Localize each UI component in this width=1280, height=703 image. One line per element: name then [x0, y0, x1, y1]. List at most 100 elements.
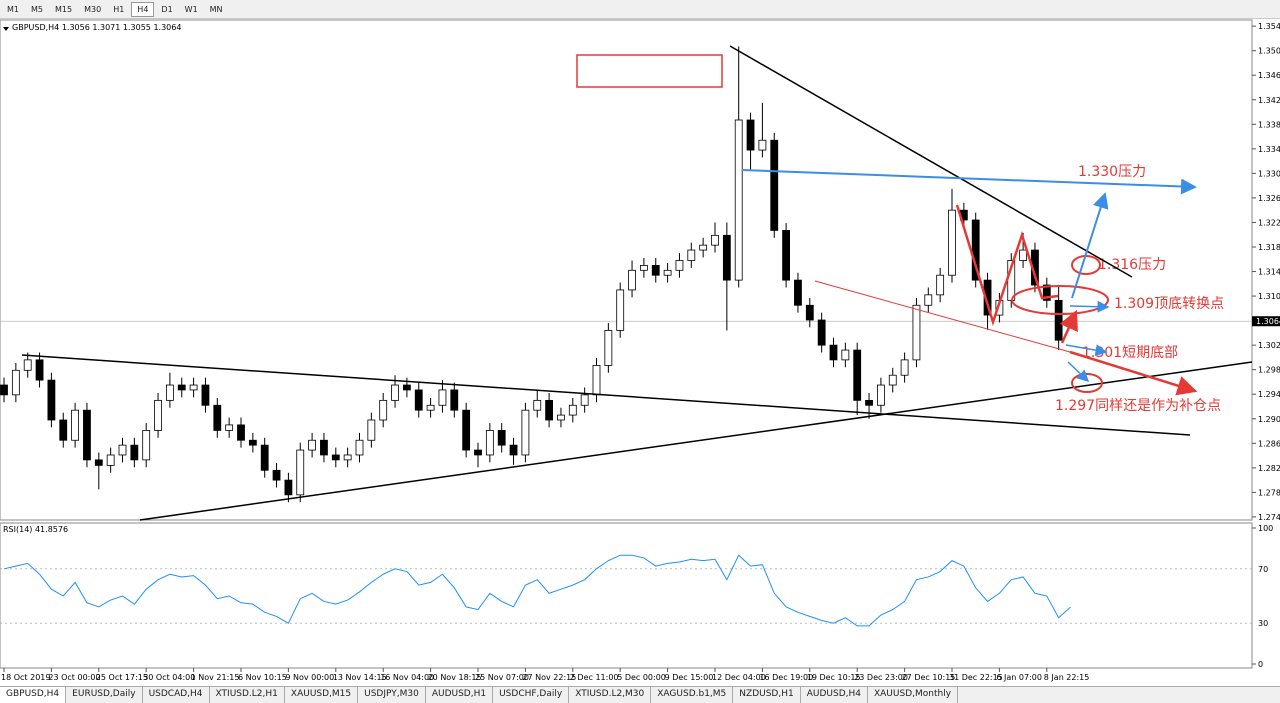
timeframe-button[interactable]: MN [209, 4, 223, 14]
annotation: 1.309顶底转换点 [1114, 295, 1224, 312]
x-tick-label: 23 Oct 00:00 [48, 673, 100, 682]
timeframe-button[interactable]: M5 [31, 4, 43, 14]
y-tick-label: 1.3305 [1258, 169, 1280, 178]
chart-tab[interactable]: XAUUSD,M15 [285, 687, 359, 703]
candle-body [142, 430, 151, 461]
candle-body [628, 269, 636, 291]
annotation: 1.297同样还是作为补仓点 [1055, 398, 1221, 414]
y-tick-label: 1.3225 [1258, 218, 1280, 227]
candle-body [94, 459, 103, 466]
candle-body [497, 430, 506, 446]
timeframe-button[interactable]: M30 [84, 4, 102, 14]
timeframe-button[interactable]: D1 [161, 4, 173, 14]
y-tick-label: 1.2865 [1258, 439, 1280, 448]
candle-body [971, 219, 980, 281]
candle-body [853, 349, 862, 401]
chart-tab[interactable]: XTIUSD.L2,M30 [569, 687, 652, 703]
candle-body [272, 469, 281, 481]
x-tick-label: 23 Dec 23:00 [854, 673, 908, 682]
y-tick-label: 1.3025 [1258, 341, 1280, 350]
timeframe-button[interactable]: H4 [131, 1, 155, 17]
x-tick-label: 30 Oct 04:00 [143, 673, 195, 682]
x-tick-label: 6 Nov 10:15 [238, 673, 287, 682]
trendline [729, 45, 1133, 278]
candle-body [391, 384, 399, 401]
candle-body [260, 444, 269, 471]
candle-body [936, 274, 945, 296]
candle-body [154, 399, 162, 431]
candle-body [225, 424, 234, 431]
timeframe-button[interactable]: M15 [55, 4, 73, 14]
y-tick-label: 1.3505 [1258, 47, 1280, 56]
candle-body [722, 234, 731, 281]
candle-body [379, 399, 388, 421]
ohlc-value: 1.3056 [62, 23, 90, 32]
candle-body [509, 444, 518, 456]
chart-tab[interactable]: GBPUSD,H4 [0, 687, 67, 703]
candle-body [604, 330, 613, 366]
arrow [1069, 300, 1110, 313]
header-arrow [3, 27, 9, 31]
candle-body [320, 439, 328, 456]
x-tick-label: 31 Dec 22:15 [949, 673, 1003, 682]
chart-tab[interactable]: NZDUSD,H1 [733, 687, 801, 703]
arrow [1069, 350, 1198, 396]
candle-body [758, 139, 767, 151]
y-tick-label: 1.2785 [1258, 488, 1280, 497]
price-tag [1252, 316, 1280, 327]
candle-body [474, 449, 482, 456]
candle-body [47, 379, 56, 421]
candle-body [35, 359, 44, 381]
x-tick-label: 12 Dec 04:00 [712, 673, 766, 682]
candle-body [616, 289, 625, 331]
timeframe-button[interactable]: M1 [7, 4, 19, 14]
candle-body [414, 389, 423, 411]
y-tick-label: 1.3145 [1258, 268, 1280, 277]
y-tick-label: 1.2945 [1258, 390, 1280, 399]
candle-body [308, 439, 317, 451]
chart-tab[interactable]: USDCHF,Daily [493, 687, 570, 703]
chart-tab[interactable]: XAUUSD,Monthly [868, 687, 959, 703]
candle-body [557, 414, 565, 421]
candle-body [1019, 249, 1027, 261]
candle-body [450, 389, 459, 411]
chart-tab[interactable]: XTIUSD.L2,H1 [210, 687, 285, 703]
timeframe-button[interactable]: H1 [113, 4, 125, 14]
x-tick-label: 16 Nov 04:00 [380, 673, 434, 682]
y-tick-label: 1.3105 [1258, 292, 1280, 301]
timeframe-button[interactable]: W1 [184, 4, 198, 14]
annotation: 1.301短期底部 [1082, 345, 1178, 361]
candle-body [237, 424, 245, 441]
ellipse [1071, 373, 1103, 393]
candle-body [367, 419, 376, 441]
chart-tab[interactable]: USDJPY,M30 [358, 687, 426, 703]
chart-tab[interactable]: USDCAD,H4 [143, 687, 210, 703]
candle-body [355, 439, 364, 456]
x-tick-label: 1 Nov 21:15 [191, 673, 240, 682]
x-tick-label: 5 Dec 00:00 [617, 673, 666, 682]
trendline [139, 361, 1253, 521]
candle-body [794, 279, 802, 306]
y-tick-label: 1.3265 [1258, 194, 1280, 203]
candle-body [687, 249, 696, 261]
arrow [1059, 309, 1078, 344]
ohlc-value: 1.3055 [123, 23, 151, 32]
chart-header: GBPUSD,H4 1.3056 1.3071 1.3055 1.3064 [12, 23, 181, 32]
chart-tab[interactable]: AUDUSD,H1 [426, 687, 494, 703]
chart-tab[interactable]: AUDUSD,H4 [801, 687, 868, 703]
x-tick-label: 9 Dec 15:00 [665, 673, 714, 682]
chart-tab[interactable]: EURUSD,Daily [66, 687, 143, 703]
candle-body [118, 444, 127, 456]
candle-body [817, 319, 826, 346]
candle-body [533, 399, 542, 411]
candle-body [651, 264, 660, 276]
trendline [21, 354, 1191, 436]
y-tick-label: 0 [1258, 660, 1263, 669]
annotation: 1.330压力 [1078, 164, 1146, 180]
annotation: 1.316压力 [1098, 257, 1166, 273]
chart-tab[interactable]: XAGUSD.b1,M5 [651, 687, 734, 703]
candle-body [770, 139, 779, 231]
candle-body [201, 384, 210, 406]
y-tick-label: 1.3185 [1258, 243, 1280, 252]
price-tag-label: 1.3064 [1256, 317, 1280, 326]
